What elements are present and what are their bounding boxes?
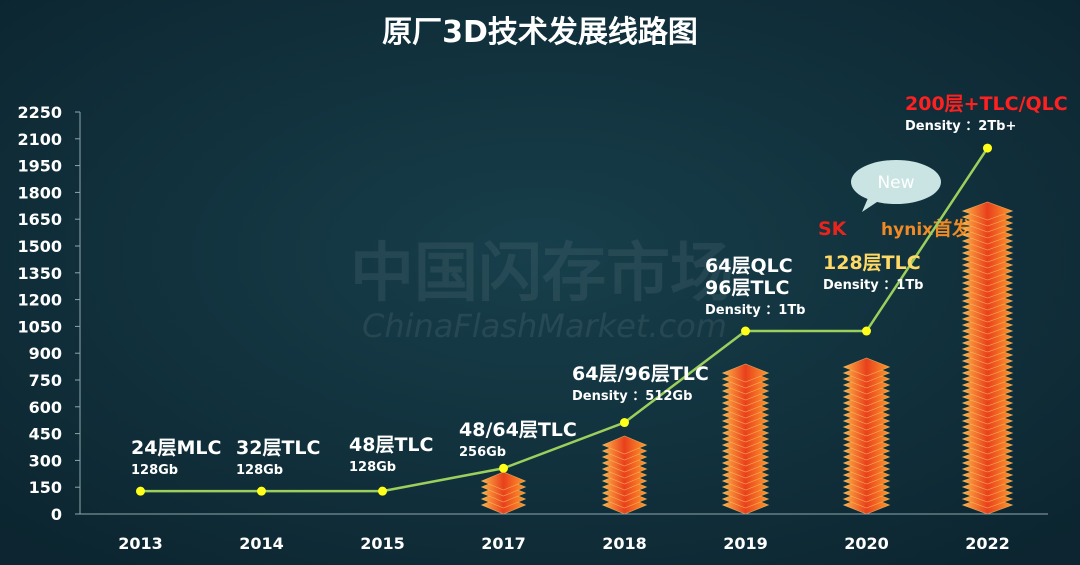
watermark-cn: 中国闪存市场 [350,237,734,311]
chip-layer [961,201,1014,221]
annotation-detail: Density ：1Tb [705,303,806,318]
annotation-detail: 128Gb [131,463,178,478]
annotation-detail: 128Gb [236,463,283,478]
annotation-heading: 48/64层TLC [459,419,577,441]
x-tick-label: 2017 [481,534,526,553]
x-tick-label: 2019 [723,534,768,553]
brand: SK hynix首发 [818,217,972,240]
badge-bubble [851,160,941,204]
annotation-heading: 128层TLC [823,252,921,274]
y-tick-label: 0 [51,505,62,524]
y-tick-label: 1350 [17,264,62,283]
x-tick-label: 2020 [844,534,889,553]
annotation-detail: Density ：1Tb [823,278,924,293]
chip-layer [721,363,770,383]
new-badge: New [851,160,941,212]
annotation-detail: Density ：512Gb [572,389,692,404]
annotation-heading: 64层/96层TLC [572,363,709,385]
chip-layer [601,435,648,455]
annotation-detail: 128Gb [349,460,396,475]
chip-layer [480,471,527,491]
annotation-detail: 256Gb [459,445,506,460]
watermark-en: ChinaFlashMarket.com [362,307,727,345]
y-tick-label: 1800 [17,183,62,202]
y-tick-label: 300 [29,451,62,470]
x-tick-label: 2018 [602,534,647,553]
annotation-heading: 64层QLC [705,255,793,277]
badge-text: New [877,173,914,193]
annotation-heading: 200层+TLC/QLC [905,93,1068,115]
annotation-heading: 32层TLC [236,437,320,459]
x-tick-label: 2022 [965,534,1010,553]
y-tick-label: 2100 [17,130,62,149]
y-tick-label: 2250 [17,103,62,122]
y-tick-label: 1650 [17,210,62,229]
data-line [140,147,989,493]
watermark: 中国闪存市场 ChinaFlashMarket.com [350,237,734,345]
data-point [499,463,508,473]
y-tick-label: 1200 [17,291,62,310]
annotation-heading: 96层TLC [705,277,789,299]
x-tick-label: 2014 [239,534,284,553]
y-tick-label: 1950 [17,157,62,176]
data-point [983,143,992,153]
data-point [862,326,871,336]
x-tick-label: 2015 [360,534,405,553]
data-point [620,418,629,428]
data-point [257,486,266,496]
data-point [741,326,750,336]
annotation-heading: 48层TLC [349,434,433,456]
chip-layer [842,357,891,377]
plot: 0 150 300 450 600 750 900 1050 1200 1350 1500 1650 1… [17,93,1067,553]
annotation-detail: Density ：2Tb+ [905,119,1016,134]
brand-sk: SK [818,218,848,240]
y-tick-label: 750 [29,371,62,390]
annotation-heading: 24层MLC [131,437,221,459]
y-tick-label: 450 [29,425,62,444]
data-point [136,486,145,496]
chart-title: 原厂3D技术发展线路图 [382,15,698,50]
y-tick-label: 1050 [17,317,62,336]
y-tick-label: 600 [29,398,62,417]
badge-tail [862,198,880,212]
y-tick-label: 150 [29,478,62,497]
brand-hynix: hynix [881,220,933,240]
y-tick-label: 900 [29,344,62,363]
data-point [378,486,387,496]
x-tick-label: 2013 [118,534,163,553]
y-tick-label: 1500 [17,237,62,256]
